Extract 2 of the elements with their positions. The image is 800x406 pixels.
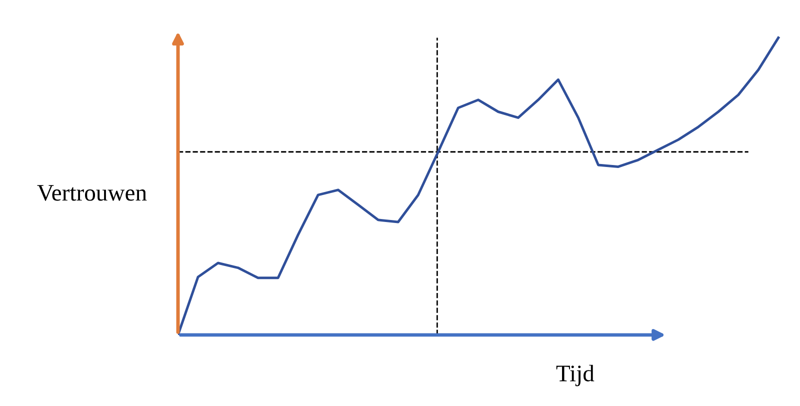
- y-axis-title: Vertrouwen: [37, 185, 147, 201]
- x-axis-title: Tijd: [556, 364, 594, 386]
